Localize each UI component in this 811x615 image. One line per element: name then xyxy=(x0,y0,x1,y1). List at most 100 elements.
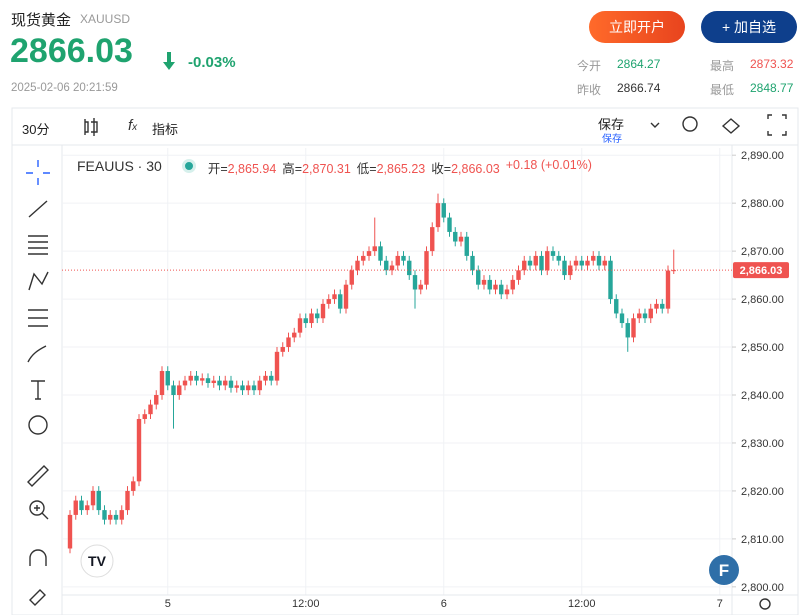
brand-badge-text: F xyxy=(719,561,729,580)
last-price-label: 2,866.03 xyxy=(740,265,783,277)
candle-body xyxy=(619,313,625,324)
interval-button[interactable]: 30分 xyxy=(22,122,50,137)
candle-body xyxy=(642,313,648,319)
candle-body xyxy=(355,260,360,271)
open-account-button[interactable]: 立即开户 xyxy=(589,11,685,43)
candle-body xyxy=(654,303,659,309)
y-tick-label: 2,800.00 xyxy=(741,582,784,594)
save-dropdown[interactable] xyxy=(650,122,660,128)
y-tick-label: 2,870.00 xyxy=(741,246,784,258)
candle-body xyxy=(280,347,285,352)
candle-body xyxy=(240,385,245,391)
candle-body xyxy=(372,246,377,252)
axis-settings[interactable] xyxy=(759,598,771,610)
candle-body xyxy=(119,510,124,520)
zoom-tool[interactable] xyxy=(29,500,45,516)
stat-value: 2864.27 xyxy=(617,57,661,71)
add-watchlist-button[interactable]: + 加自选 xyxy=(701,11,797,43)
candle-body xyxy=(96,490,101,511)
line-tool[interactable] xyxy=(28,200,48,218)
candle-body xyxy=(205,378,211,384)
x-tick-label: 12:00 xyxy=(292,598,320,610)
settings-button[interactable] xyxy=(721,118,741,134)
candle-body xyxy=(131,481,136,491)
candle-body xyxy=(217,380,222,386)
legend-key: 收= xyxy=(431,162,452,176)
candle-body xyxy=(338,294,343,309)
candle-body xyxy=(297,318,303,333)
candle-body xyxy=(223,380,228,386)
candle-body xyxy=(177,385,182,396)
save-button[interactable]: 保存 xyxy=(598,117,625,132)
candle-body xyxy=(504,289,510,295)
candle-body xyxy=(533,255,538,266)
candle-body xyxy=(487,279,492,290)
candle-body xyxy=(441,203,446,218)
candle-body xyxy=(637,313,642,319)
chart-frame xyxy=(11,107,799,615)
save-status: 保存 xyxy=(602,134,622,145)
candle-body xyxy=(545,251,550,271)
measure-tool[interactable] xyxy=(27,465,49,487)
legend-value: 2,865.23 xyxy=(376,162,426,176)
candle-body xyxy=(585,260,590,266)
text-tool[interactable] xyxy=(31,380,45,400)
lock-tool[interactable] xyxy=(29,589,46,606)
stat-value: 2848.77 xyxy=(750,81,794,95)
x-tick-label: 5 xyxy=(165,598,171,610)
candle-body xyxy=(407,260,412,276)
crosshair-tool[interactable] xyxy=(26,160,50,185)
y-tick-label: 2,820.00 xyxy=(741,486,784,498)
x-tick-label: 7 xyxy=(717,598,723,610)
candle-body xyxy=(142,414,147,419)
x-tick-label: 12:00 xyxy=(568,598,596,610)
y-tick-label: 2,880.00 xyxy=(741,198,784,210)
candle-body xyxy=(171,385,176,396)
fullscreen-button[interactable] xyxy=(767,114,787,136)
y-tick-label: 2,890.00 xyxy=(741,150,784,162)
candle-body xyxy=(257,380,262,391)
candle-body xyxy=(568,265,573,276)
chart-type-button[interactable] xyxy=(84,118,98,136)
legend-key: 低= xyxy=(356,162,377,176)
candle-body xyxy=(447,217,452,232)
candle-body xyxy=(412,275,418,290)
candle-body xyxy=(228,380,234,388)
projection-tool[interactable] xyxy=(28,309,48,327)
candle-body xyxy=(384,260,389,271)
y-tick-label: 2,840.00 xyxy=(741,390,784,402)
candle-body xyxy=(573,260,579,266)
legend-change: +0.18 (+0.01%) xyxy=(505,158,592,172)
pattern-tool[interactable] xyxy=(28,271,49,291)
fib-tool[interactable] xyxy=(28,235,48,255)
candle-body xyxy=(493,284,498,290)
candle-body xyxy=(332,294,337,300)
candle-body xyxy=(159,371,165,396)
candle-body xyxy=(395,255,400,266)
candle-body xyxy=(234,385,239,388)
brand-badge xyxy=(709,555,739,585)
candle-body xyxy=(671,270,676,272)
candle-body xyxy=(608,260,613,300)
candle-body xyxy=(464,236,469,256)
alert-button[interactable] xyxy=(682,116,698,132)
candle-body xyxy=(269,375,274,381)
tv-logo xyxy=(80,544,114,578)
candle-body xyxy=(516,270,521,280)
y-tick-label: 2,860.00 xyxy=(741,294,784,306)
candle-body xyxy=(591,255,596,261)
legend-value: 2,866.03 xyxy=(451,162,500,176)
price: 2866.03 xyxy=(10,32,133,70)
candle-body xyxy=(320,303,326,319)
magnet-tool[interactable] xyxy=(29,549,47,566)
candle-body xyxy=(90,490,96,506)
brush-tool[interactable] xyxy=(27,345,47,363)
candle-body xyxy=(366,251,372,256)
candle-body xyxy=(389,265,395,271)
indicators-button[interactable]: 指标 xyxy=(152,122,179,137)
candle-body xyxy=(274,351,280,381)
candle-body xyxy=(470,255,475,271)
candle-body xyxy=(556,255,561,261)
emoji-tool[interactable] xyxy=(28,415,48,435)
